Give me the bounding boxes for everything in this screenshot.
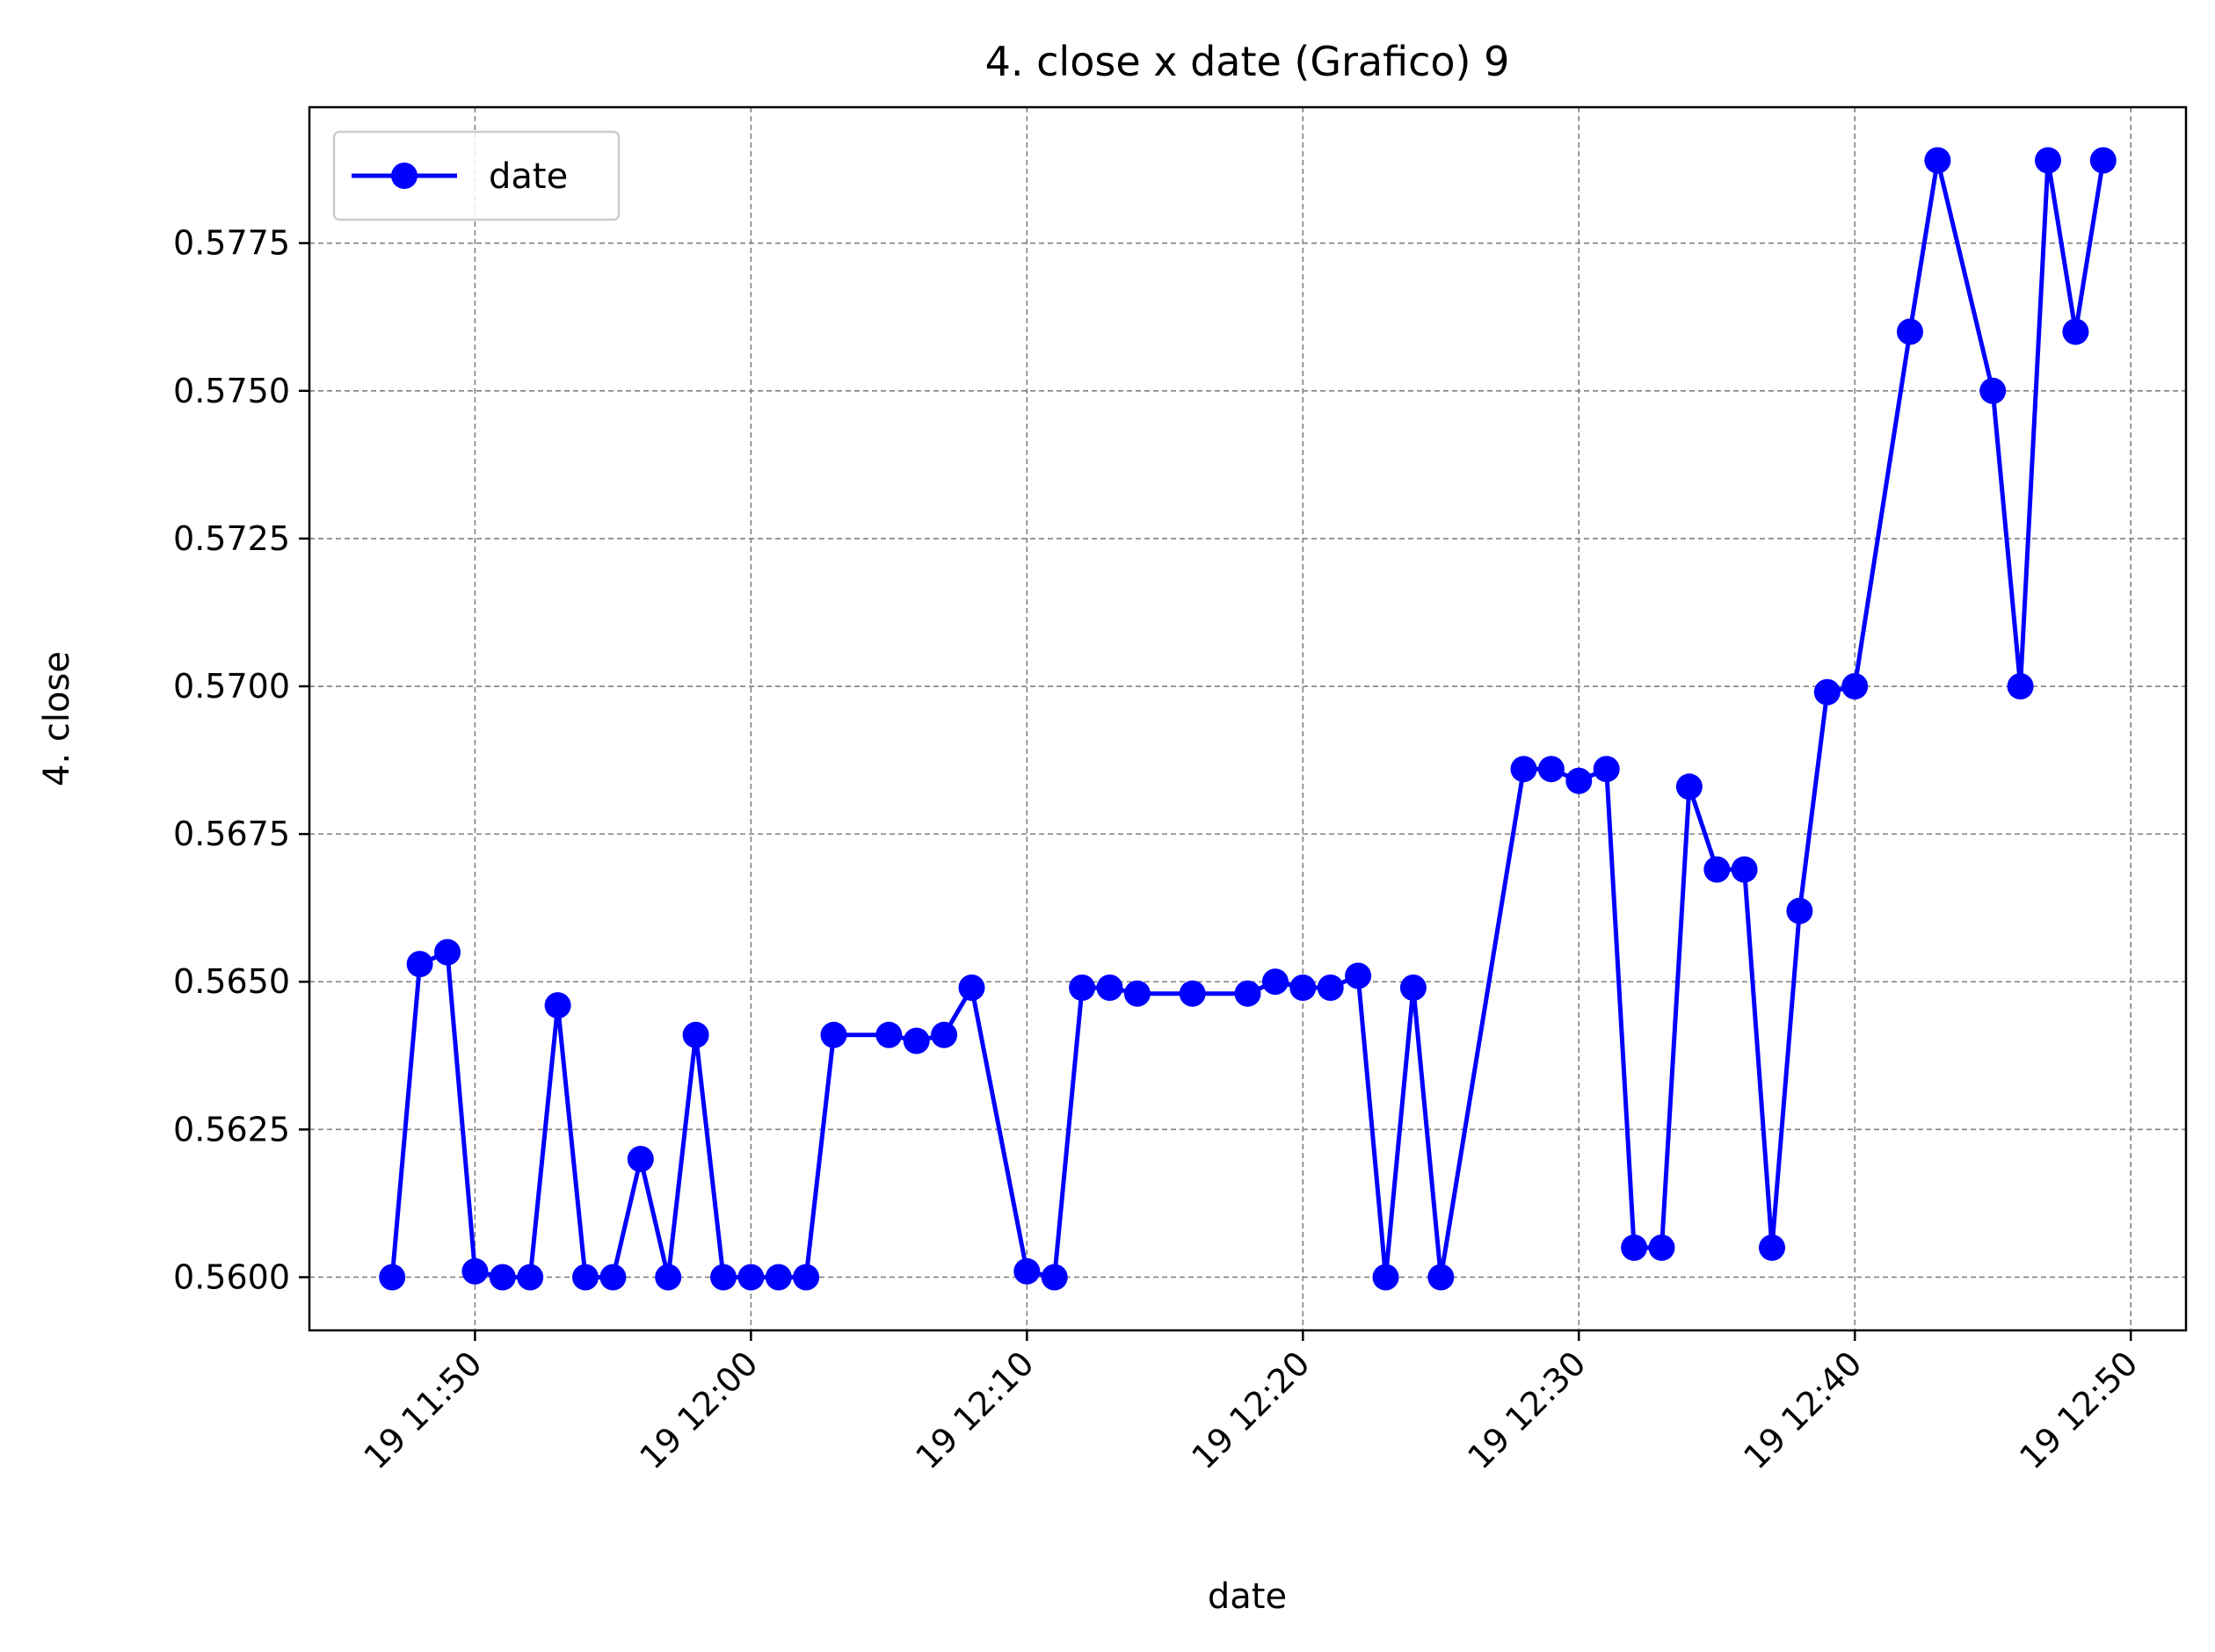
data-point	[1621, 1234, 1648, 1261]
data-point	[1372, 1264, 1399, 1291]
data-point	[434, 938, 461, 966]
y-axis: 0.5600 0.5625 0.5650 0.5675 0.5700 0.5725 0.57…	[173, 224, 309, 1296]
data-point	[572, 1264, 599, 1291]
data-point	[1289, 975, 1317, 1001]
data-point	[1703, 856, 1731, 883]
x-tick-label: 19 11:50	[356, 1344, 489, 1476]
data-point	[1317, 975, 1344, 1001]
data-point	[1897, 318, 1923, 345]
data-point	[1179, 980, 1206, 1007]
data-point	[2035, 147, 2061, 174]
data-point	[1731, 856, 1758, 883]
grid-lines	[309, 107, 2186, 1330]
data-point	[1510, 756, 1537, 783]
data-point	[1096, 975, 1123, 1001]
data-point	[489, 1264, 516, 1291]
data-point	[1041, 1264, 1068, 1291]
plot-area-frame	[308, 105, 2188, 1332]
data-point	[1979, 377, 2007, 404]
data-point	[379, 1264, 406, 1291]
x-tick-label: 19 12:10	[908, 1344, 1041, 1476]
data-point	[1675, 773, 1703, 801]
x-tick-label: 19 12:40	[1736, 1344, 1869, 1476]
data-point	[1565, 767, 1593, 794]
x-tick-label: 19 12:30	[1460, 1344, 1593, 1476]
series-line	[389, 158, 2106, 1279]
y-axis-label: 4. close	[37, 651, 77, 786]
legend: date	[332, 130, 621, 221]
data-point	[820, 1021, 847, 1048]
data-point	[793, 1264, 820, 1291]
data-point	[1786, 897, 1813, 924]
data-point	[903, 1027, 930, 1054]
y-tick-label: 0.5775	[173, 224, 290, 263]
y-tick-label: 0.5650	[173, 962, 290, 1001]
data-point	[1234, 980, 1261, 1007]
data-point	[765, 1264, 792, 1291]
x-axis: 19 11:50 19 12:00 19 12:10 19 12:20 19 12:30…	[356, 1330, 2146, 1477]
data-point	[1924, 147, 1951, 174]
data-point	[1069, 975, 1096, 1001]
data-point	[875, 1021, 903, 1048]
y-tick-label: 0.5725	[173, 519, 290, 558]
series-layer	[379, 147, 2117, 1291]
data-point	[2089, 147, 2117, 174]
data-point	[958, 975, 985, 1001]
data-point	[710, 1264, 737, 1291]
data-point	[2062, 318, 2089, 345]
data-point	[1399, 975, 1427, 1001]
data-point	[2007, 673, 2034, 699]
data-point	[1841, 673, 1869, 699]
x-axis-label: date	[1208, 1576, 1287, 1617]
data-point	[1759, 1234, 1785, 1261]
data-point	[737, 1264, 765, 1291]
data-point	[544, 992, 571, 1019]
data-point	[1345, 962, 1372, 989]
data-point	[1537, 756, 1565, 783]
y-tick-label: 0.5625	[173, 1110, 290, 1148]
data-point	[655, 1264, 682, 1291]
x-tick-label: 19 12:00	[632, 1344, 765, 1476]
y-tick-label: 0.5600	[173, 1257, 290, 1296]
data-point	[1593, 756, 1620, 783]
data-point	[406, 951, 433, 978]
y-tick-label: 0.5675	[173, 815, 290, 853]
data-point	[461, 1257, 489, 1285]
data-point	[599, 1264, 627, 1291]
data-point	[517, 1264, 544, 1291]
legend-box	[332, 130, 621, 221]
chart-title: 4. close x date (Grafico) 9	[985, 38, 1510, 85]
data-point	[627, 1146, 654, 1172]
x-tick-label: 19 12:50	[2012, 1344, 2145, 1476]
data-point	[1013, 1257, 1041, 1285]
data-point	[1427, 1264, 1455, 1291]
y-tick-label: 0.5750	[173, 372, 290, 410]
data-point	[1648, 1234, 1675, 1261]
y-tick-label: 0.5700	[173, 667, 290, 706]
data-point	[931, 1021, 958, 1048]
data-point	[1123, 980, 1151, 1007]
data-point	[1261, 968, 1289, 996]
legend-label: date	[489, 156, 568, 197]
data-point	[682, 1021, 709, 1048]
data-point	[1813, 678, 1841, 706]
x-tick-label: 19 12:20	[1184, 1344, 1317, 1476]
legend-marker-swatch	[391, 163, 418, 189]
